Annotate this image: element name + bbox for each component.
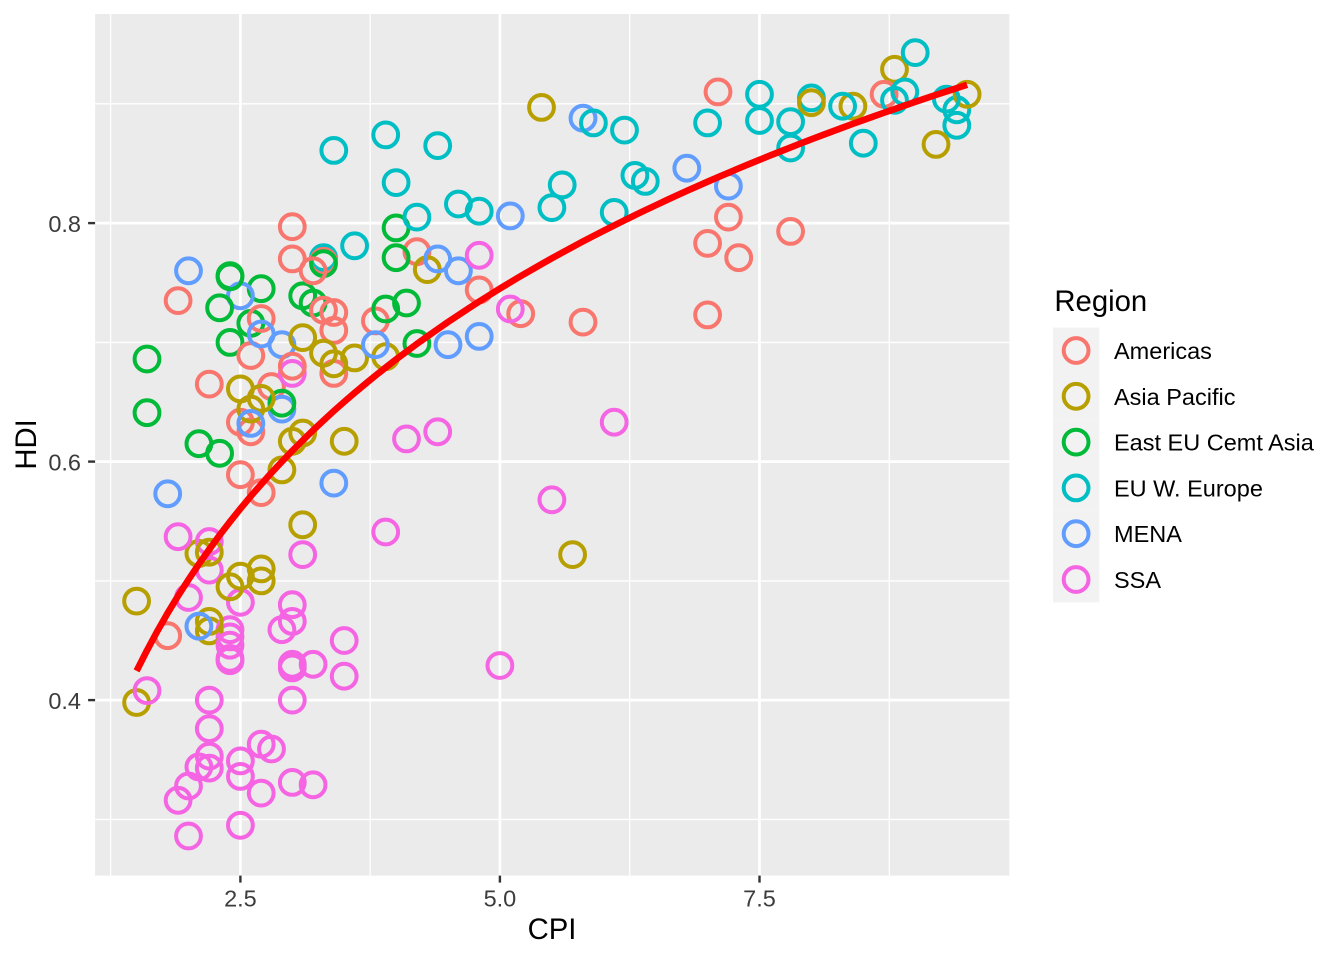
svg-text:CPI: CPI — [528, 913, 577, 946]
svg-text:SSA: SSA — [1114, 567, 1161, 593]
svg-text:Region: Region — [1054, 285, 1147, 318]
svg-text:HDI: HDI — [10, 419, 43, 469]
svg-text:7.5: 7.5 — [743, 886, 776, 912]
svg-text:5.0: 5.0 — [484, 886, 517, 912]
svg-text:Americas: Americas — [1114, 338, 1212, 364]
svg-text:0.4: 0.4 — [48, 688, 81, 714]
svg-text:0.8: 0.8 — [48, 211, 81, 237]
svg-text:MENA: MENA — [1114, 521, 1182, 547]
svg-text:East EU Cemt Asia: East EU Cemt Asia — [1114, 430, 1315, 456]
svg-text:Asia Pacific: Asia Pacific — [1114, 384, 1236, 410]
svg-text:2.5: 2.5 — [224, 886, 257, 912]
svg-text:EU W. Europe: EU W. Europe — [1114, 475, 1263, 501]
svg-text:0.6: 0.6 — [48, 450, 81, 476]
